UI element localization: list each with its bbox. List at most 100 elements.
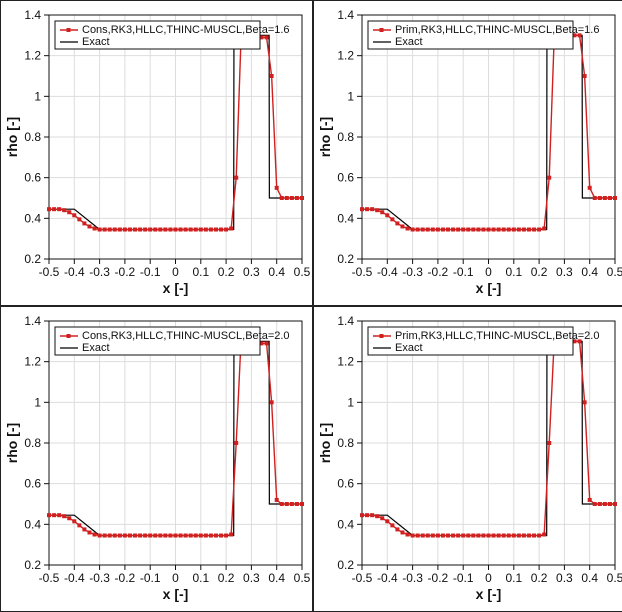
marker [220,534,223,537]
marker [452,534,455,537]
legend-exact-label: Exact [395,342,423,354]
legend-series-label: Prim,RK3,HLLC,THINC-MUSCL,Beta=2.0 [395,330,599,342]
marker [98,228,101,231]
marker [144,228,147,231]
marker [472,534,475,537]
marker [411,228,414,231]
legend-exact-label: Exact [395,36,423,48]
x-tick-label: 0.1 [192,571,209,585]
marker [73,520,76,523]
marker [583,75,586,78]
panel-bl: -0.5-0.4-0.3-0.2-0.100.10.20.30.40.50.20… [0,306,313,612]
marker [406,533,409,536]
y-tick-label: 1 [34,89,41,103]
legend-exact-label: Exact [82,342,110,354]
marker [63,515,66,518]
x-tick-label: -0.5 [39,571,60,585]
marker [391,524,394,527]
marker [502,534,505,537]
marker [174,228,177,231]
x-tick-label: 0.5 [294,571,311,585]
legend-series-label: Prim,RK3,HLLC,THINC-MUSCL,Beta=1.6 [395,24,599,36]
marker [139,534,142,537]
marker [83,222,86,225]
x-tick-label: 0.4 [581,265,598,279]
y-tick-label: 1.2 [24,49,41,63]
y-tick-label: 0.8 [24,436,41,450]
marker [381,517,384,520]
marker [235,176,238,179]
marker [522,228,525,231]
marker [533,534,536,537]
marker [608,503,611,506]
marker [457,534,460,537]
x-axis-title: x [-] [163,586,189,602]
marker [538,228,541,231]
marker [386,214,389,217]
marker [512,228,515,231]
marker [441,534,444,537]
legend-exact-label: Exact [82,36,110,48]
panel-tr: -0.5-0.4-0.3-0.2-0.100.10.20.30.40.50.20… [313,0,622,306]
marker [497,228,500,231]
marker [290,197,293,200]
marker [381,211,384,214]
marker [88,225,91,228]
marker [134,534,137,537]
marker [522,534,525,537]
marker [280,197,283,200]
x-tick-label: -0.5 [352,571,373,585]
marker [482,228,485,231]
marker [416,228,419,231]
marker [361,208,364,211]
x-tick-label: 0.5 [607,571,622,585]
x-tick-label: 0.2 [531,265,548,279]
y-tick-label: 1.4 [24,8,41,22]
marker [487,228,490,231]
y-tick-label: 1 [34,395,41,409]
marker [230,227,233,230]
y-tick-label: 1.4 [24,314,41,328]
marker [58,514,61,517]
x-axis-title: x [-] [163,280,189,296]
marker [527,228,530,231]
marker [548,176,551,179]
y-axis-title: rho [-] [317,423,333,463]
marker [189,534,192,537]
y-tick-label: 1.2 [24,355,41,369]
marker [53,208,56,211]
x-tick-label: 0.3 [243,571,260,585]
marker [214,228,217,231]
marker [598,503,601,506]
marker [614,503,617,506]
marker [179,534,182,537]
x-tick-label: -0.1 [140,571,161,585]
chart-tl: -0.5-0.4-0.3-0.2-0.100.10.20.30.40.50.20… [1,1,312,305]
marker [194,534,197,537]
x-tick-label: 0.2 [218,265,235,279]
marker [295,197,298,200]
x-tick-label: -0.2 [428,571,449,585]
marker [457,228,460,231]
marker [588,186,591,189]
marker [103,228,106,231]
marker [108,534,111,537]
x-tick-label: 0.1 [505,571,522,585]
y-tick-label: 0.4 [24,211,41,225]
x-tick-label: -0.3 [89,571,110,585]
x-tick-label: -0.2 [115,571,136,585]
marker [436,534,439,537]
y-tick-label: 0.6 [337,477,354,491]
marker [371,514,374,517]
marker [492,534,495,537]
y-tick-label: 0.2 [337,252,354,266]
x-tick-label: -0.1 [453,571,474,585]
marker [421,228,424,231]
x-axis-title: x [-] [476,586,502,602]
marker [517,534,520,537]
marker [204,228,207,231]
marker [73,214,76,217]
marker [462,228,465,231]
marker [477,228,480,231]
marker [220,228,223,231]
